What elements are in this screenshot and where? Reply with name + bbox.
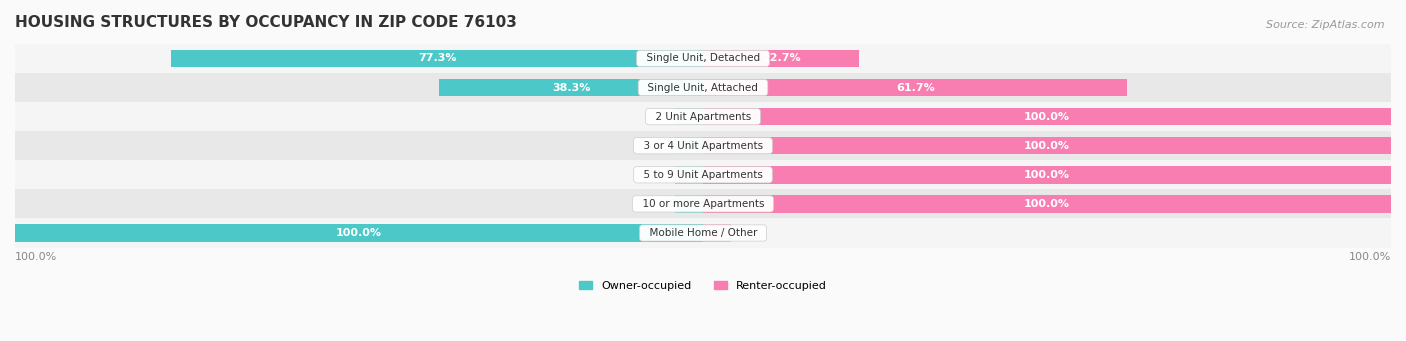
Text: 100.0%: 100.0% bbox=[1024, 141, 1070, 151]
Bar bbox=[15, 160, 1391, 189]
Text: 100.0%: 100.0% bbox=[1024, 112, 1070, 122]
Bar bbox=[675, 137, 703, 154]
Text: 3 or 4 Unit Apartments: 3 or 4 Unit Apartments bbox=[637, 141, 769, 151]
Text: 100.0%: 100.0% bbox=[1348, 252, 1391, 262]
Bar bbox=[15, 224, 703, 242]
Text: HOUSING STRUCTURES BY OCCUPANCY IN ZIP CODE 76103: HOUSING STRUCTURES BY OCCUPANCY IN ZIP C… bbox=[15, 15, 517, 30]
Text: 22.7%: 22.7% bbox=[762, 54, 800, 63]
Bar bbox=[172, 50, 703, 67]
Bar bbox=[440, 79, 703, 96]
Text: 100.0%: 100.0% bbox=[1024, 199, 1070, 209]
Text: 100.0%: 100.0% bbox=[1024, 170, 1070, 180]
Text: 77.3%: 77.3% bbox=[418, 54, 457, 63]
Text: 38.3%: 38.3% bbox=[553, 83, 591, 92]
Text: 100.0%: 100.0% bbox=[15, 252, 58, 262]
Text: 61.7%: 61.7% bbox=[896, 83, 935, 92]
Text: 0.0%: 0.0% bbox=[668, 170, 696, 180]
Bar bbox=[15, 189, 1391, 219]
Text: 100.0%: 100.0% bbox=[336, 228, 382, 238]
Text: 0.0%: 0.0% bbox=[710, 228, 738, 238]
Text: 0.0%: 0.0% bbox=[668, 112, 696, 122]
Bar bbox=[15, 73, 1391, 102]
Text: 5 to 9 Unit Apartments: 5 to 9 Unit Apartments bbox=[637, 170, 769, 180]
Text: 2 Unit Apartments: 2 Unit Apartments bbox=[648, 112, 758, 122]
Text: Mobile Home / Other: Mobile Home / Other bbox=[643, 228, 763, 238]
Bar bbox=[703, 166, 1391, 183]
Bar bbox=[703, 137, 1391, 154]
Bar bbox=[675, 166, 703, 183]
Bar bbox=[15, 102, 1391, 131]
Bar bbox=[703, 224, 731, 242]
Text: Single Unit, Attached: Single Unit, Attached bbox=[641, 83, 765, 92]
Bar bbox=[15, 219, 1391, 248]
Text: 0.0%: 0.0% bbox=[668, 141, 696, 151]
Text: 0.0%: 0.0% bbox=[668, 199, 696, 209]
Bar bbox=[703, 108, 1391, 125]
Bar bbox=[703, 50, 859, 67]
Bar bbox=[15, 131, 1391, 160]
Bar bbox=[15, 44, 1391, 73]
Text: Single Unit, Detached: Single Unit, Detached bbox=[640, 54, 766, 63]
Legend: Owner-occupied, Renter-occupied: Owner-occupied, Renter-occupied bbox=[575, 276, 831, 295]
Bar bbox=[703, 195, 1391, 212]
Bar bbox=[675, 108, 703, 125]
Bar bbox=[703, 79, 1128, 96]
Text: 10 or more Apartments: 10 or more Apartments bbox=[636, 199, 770, 209]
Bar bbox=[675, 195, 703, 212]
Text: Source: ZipAtlas.com: Source: ZipAtlas.com bbox=[1267, 20, 1385, 30]
